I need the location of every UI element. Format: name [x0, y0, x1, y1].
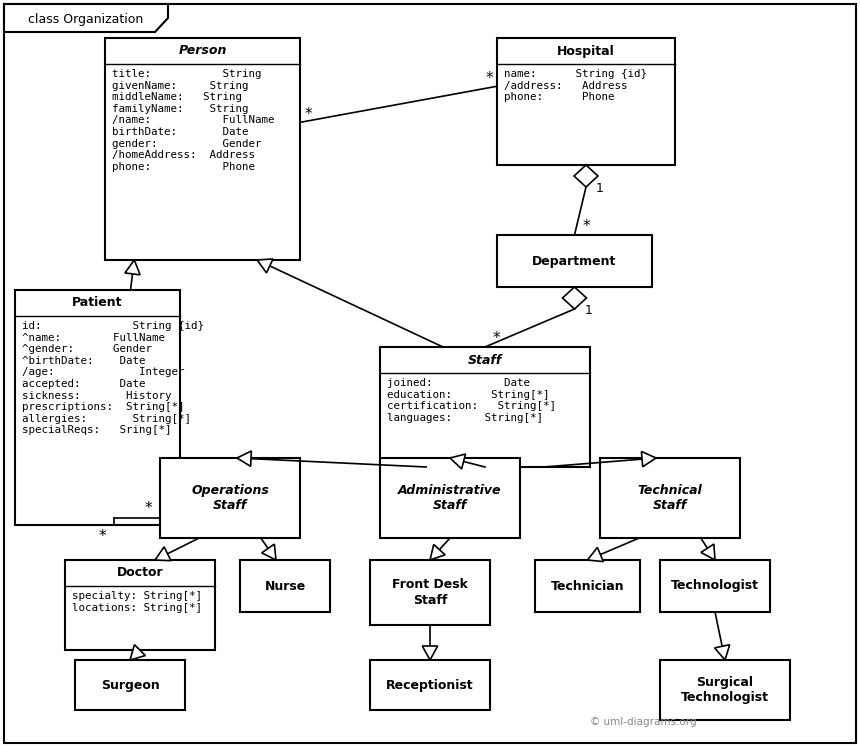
Text: Staff: Staff — [468, 353, 502, 367]
Polygon shape — [155, 547, 171, 561]
Text: Hospital: Hospital — [557, 45, 615, 58]
Text: Surgical
Technologist: Surgical Technologist — [681, 676, 769, 704]
Bar — [497, 38, 675, 165]
Text: Technician: Technician — [550, 580, 624, 592]
Polygon shape — [715, 645, 729, 660]
Polygon shape — [642, 451, 656, 467]
Polygon shape — [261, 544, 276, 560]
Text: Operations
Staff: Operations Staff — [191, 484, 269, 512]
Bar — [600, 458, 740, 538]
Bar — [497, 235, 652, 287]
Bar — [370, 660, 490, 710]
Bar — [15, 290, 180, 525]
Text: Person: Person — [178, 45, 227, 58]
Polygon shape — [430, 545, 445, 560]
Polygon shape — [574, 165, 598, 187]
Text: *: * — [304, 107, 312, 122]
Text: 1: 1 — [596, 182, 604, 196]
Bar — [380, 458, 520, 538]
Bar — [75, 660, 185, 710]
Polygon shape — [130, 645, 145, 660]
Text: Technical
Staff: Technical Staff — [637, 484, 703, 512]
Polygon shape — [587, 548, 604, 562]
Bar — [240, 560, 330, 612]
Polygon shape — [562, 287, 587, 309]
Polygon shape — [701, 544, 715, 560]
Bar — [370, 560, 490, 625]
Text: Doctor: Doctor — [117, 566, 163, 580]
Bar — [660, 660, 790, 720]
Text: © uml-diagrams.org: © uml-diagrams.org — [590, 717, 697, 727]
Polygon shape — [422, 646, 438, 660]
Text: 1: 1 — [585, 305, 593, 317]
Polygon shape — [125, 260, 140, 275]
Bar — [660, 560, 770, 612]
Text: *: * — [582, 220, 590, 235]
Text: *: * — [485, 71, 493, 86]
Polygon shape — [257, 259, 273, 273]
Bar — [380, 347, 590, 467]
Polygon shape — [237, 451, 251, 466]
Polygon shape — [4, 4, 168, 32]
Text: Department: Department — [532, 255, 617, 267]
Text: Patient: Patient — [72, 297, 123, 309]
Text: *: * — [98, 530, 106, 545]
Polygon shape — [450, 454, 465, 469]
Bar — [535, 560, 640, 612]
Bar — [65, 560, 215, 650]
Text: name:      String {id}
/address:   Address
phone:      Phone: name: String {id} /address: Address phon… — [504, 69, 647, 102]
Text: class Organization: class Organization — [28, 13, 144, 25]
Text: specialty: String[*]
locations: String[*]: specialty: String[*] locations: String[*… — [72, 591, 202, 613]
Text: *: * — [493, 332, 501, 347]
Bar — [105, 38, 300, 260]
Text: *: * — [144, 500, 152, 515]
Text: Technologist: Technologist — [671, 580, 759, 592]
Text: Front Desk
Staff: Front Desk Staff — [392, 578, 468, 607]
Text: Receptionist: Receptionist — [386, 678, 474, 692]
Text: Surgeon: Surgeon — [101, 678, 159, 692]
Bar — [160, 458, 300, 538]
Text: joined:           Date
education:      String[*]
certification:   String[*]
lang: joined: Date education: String[*] certif… — [387, 378, 556, 423]
Text: Nurse: Nurse — [264, 580, 305, 592]
Text: Administrative
Staff: Administrative Staff — [398, 484, 501, 512]
Text: id:              String {id}
^name:        FullName
^gender:      Gender
^birthD: id: String {id} ^name: FullName ^gender:… — [22, 321, 204, 436]
Text: title:           String
givenName:     String
middleName:   String
familyName:  : title: String givenName: String middleNa… — [112, 69, 274, 172]
